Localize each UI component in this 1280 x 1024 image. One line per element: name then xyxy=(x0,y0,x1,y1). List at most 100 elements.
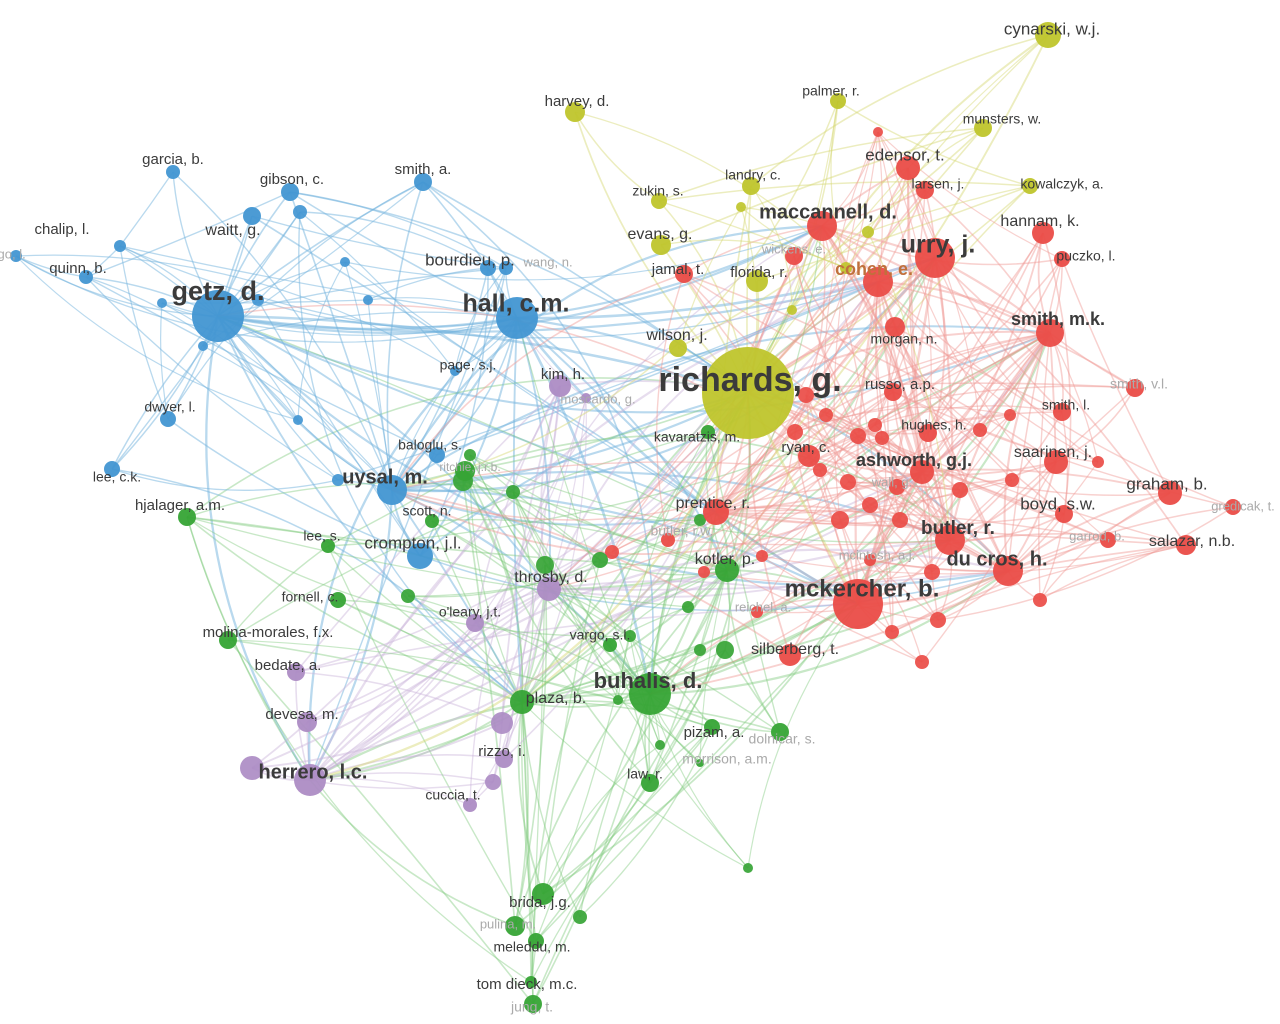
node-oleary-jt[interactable] xyxy=(466,614,484,632)
node-cohen-e[interactable] xyxy=(863,267,893,297)
node-dot[interactable] xyxy=(868,418,882,432)
node-edensor-t[interactable] xyxy=(896,156,920,180)
node-florida-r[interactable] xyxy=(746,270,768,292)
node-quinn-b[interactable] xyxy=(79,270,93,284)
node-dot[interactable] xyxy=(698,566,710,578)
node-kotler-p[interactable] xyxy=(715,558,739,582)
node-wickens-e[interactable] xyxy=(785,247,803,265)
node-evans-g[interactable] xyxy=(651,235,671,255)
node-dot[interactable] xyxy=(613,695,623,705)
node-dot[interactable] xyxy=(252,294,264,306)
node-dot[interactable] xyxy=(862,226,874,238)
node-pizam-a[interactable] xyxy=(704,719,720,735)
node-dot[interactable] xyxy=(875,431,889,445)
node-smith-mk[interactable] xyxy=(1036,319,1064,347)
node-dot[interactable] xyxy=(340,257,350,267)
node-vargo-sl[interactable] xyxy=(603,638,617,652)
node-getz-d[interactable] xyxy=(192,290,244,342)
node-moscardo-g[interactable] xyxy=(581,393,591,403)
node-dot[interactable] xyxy=(716,641,734,659)
node-rizzo-i[interactable] xyxy=(495,750,513,768)
node-lee-ck[interactable] xyxy=(104,461,120,477)
node-jamal-t[interactable] xyxy=(675,265,693,283)
node-bourdieu-p[interactable] xyxy=(480,260,496,276)
node-dot[interactable] xyxy=(787,305,797,315)
node-dot[interactable] xyxy=(464,449,476,461)
node-dot[interactable] xyxy=(694,644,706,656)
node-ryan-c[interactable] xyxy=(798,445,820,467)
node-dot[interactable] xyxy=(756,550,768,562)
node-ashworth-gj[interactable] xyxy=(910,460,934,484)
node-dot[interactable] xyxy=(293,415,303,425)
node-kim-h[interactable] xyxy=(549,375,571,397)
node-dot[interactable] xyxy=(605,545,619,559)
node-dot[interactable] xyxy=(453,471,473,491)
node-zukin-s[interactable] xyxy=(651,193,667,209)
node-reichel-a[interactable] xyxy=(751,606,763,618)
node-puczko-l[interactable] xyxy=(1054,251,1070,267)
node-dot[interactable] xyxy=(363,295,373,305)
node-urry-j[interactable] xyxy=(915,238,955,278)
node-dot[interactable] xyxy=(624,630,636,642)
node-gibson-c[interactable] xyxy=(281,183,299,201)
node-wall-g[interactable] xyxy=(889,479,905,495)
node-dot[interactable] xyxy=(973,423,987,437)
node-dot[interactable] xyxy=(573,910,587,924)
node-pulina-m[interactable] xyxy=(505,916,525,936)
node-buhalis-d[interactable] xyxy=(629,673,671,715)
node-dot[interactable] xyxy=(736,202,746,212)
node-plaza-b[interactable] xyxy=(510,690,534,714)
node-cynarski-wj[interactable] xyxy=(1035,22,1061,48)
node-dolnicar-s[interactable] xyxy=(771,723,789,741)
node-cuccia-t[interactable] xyxy=(463,798,477,812)
node-dot[interactable] xyxy=(924,564,940,580)
node-dot[interactable] xyxy=(1004,409,1016,421)
node-butler-rw[interactable] xyxy=(661,533,675,547)
node-scott-n[interactable] xyxy=(425,514,439,528)
node-mckercher-b[interactable] xyxy=(833,579,883,629)
node-maccannell-d[interactable] xyxy=(807,211,837,241)
node-bedate-a[interactable] xyxy=(287,663,305,681)
node-du-cros-h[interactable] xyxy=(993,556,1023,586)
node-dot[interactable] xyxy=(892,512,908,528)
node-uysal-m[interactable] xyxy=(377,475,407,505)
node-devesa-m[interactable] xyxy=(297,712,317,732)
node-herrero-lc[interactable] xyxy=(294,764,326,796)
node-dot[interactable] xyxy=(813,463,827,477)
node-dot[interactable] xyxy=(952,482,968,498)
node-dot[interactable] xyxy=(1092,456,1104,468)
node-dot[interactable] xyxy=(743,863,753,873)
node-smith-vl[interactable] xyxy=(1126,379,1144,397)
node-throsby-d[interactable] xyxy=(537,577,561,601)
node-kavaratzis-m[interactable] xyxy=(701,425,715,439)
node-larsen-j[interactable] xyxy=(916,181,934,199)
node-jung-t[interactable] xyxy=(524,995,542,1013)
node-dot[interactable] xyxy=(787,424,803,440)
node-meleddu-m[interactable] xyxy=(528,933,544,949)
node-dot[interactable] xyxy=(592,552,608,568)
node-dot[interactable] xyxy=(157,298,167,308)
node-dot[interactable] xyxy=(655,740,665,750)
node-hughes-h[interactable] xyxy=(919,424,937,442)
node-dot[interactable] xyxy=(1033,593,1047,607)
node-crompton-jl[interactable] xyxy=(407,543,433,569)
node-dot[interactable] xyxy=(819,408,833,422)
node-wilson-j[interactable] xyxy=(669,339,687,357)
node-graham-b[interactable] xyxy=(1158,481,1182,505)
node-butler-r[interactable] xyxy=(935,525,965,555)
node-boyd-sw[interactable] xyxy=(1055,505,1073,523)
node-tom-dieck-mc[interactable] xyxy=(525,976,537,988)
node-morgan-n[interactable] xyxy=(885,317,905,337)
node-dot[interactable] xyxy=(885,625,899,639)
node-baloglu-s[interactable] xyxy=(429,447,445,463)
node-richards-g[interactable] xyxy=(702,347,794,439)
node-page-sj[interactable] xyxy=(450,366,460,376)
node-gredicak-t[interactable] xyxy=(1225,499,1241,515)
node-dot[interactable] xyxy=(332,474,344,486)
node-dot[interactable] xyxy=(485,774,501,790)
node-dot[interactable] xyxy=(798,387,814,403)
node-russo-ap[interactable] xyxy=(884,383,902,401)
node-munsters-w[interactable] xyxy=(974,119,992,137)
node-dot[interactable] xyxy=(506,485,520,499)
